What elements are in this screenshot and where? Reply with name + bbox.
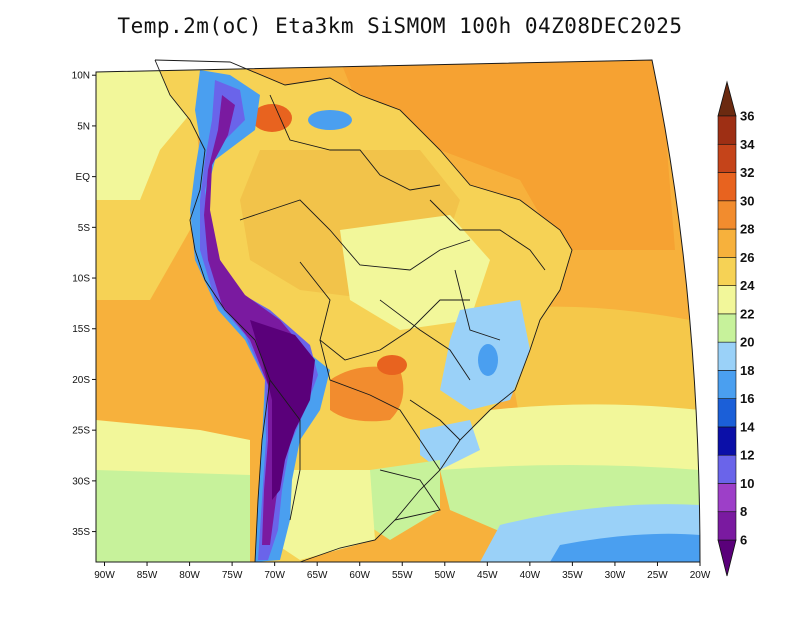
lon-label: 20W <box>690 570 711 581</box>
lat-label: 10N <box>72 71 90 82</box>
colorbar-label: 10 <box>740 476 754 491</box>
colorbar-label: 32 <box>740 165 754 180</box>
colorbar-segment <box>717 426 737 456</box>
pampas-layer <box>270 470 375 560</box>
lon-label: 45W <box>477 570 498 581</box>
lon-label: 60W <box>349 570 370 581</box>
border-bahia <box>454 269 501 341</box>
colorbar-label: 6 <box>740 533 747 548</box>
lat-label: 30S <box>72 476 90 487</box>
pacific-coastline <box>154 59 271 563</box>
colorbar-segment <box>717 143 737 173</box>
colorbar-segment <box>717 115 737 145</box>
map-title: Temp.2m(oC) Eta3km SiSMOM 100h 04Z08DEC2… <box>117 14 683 38</box>
atlantic-coldest-layer <box>550 533 700 562</box>
longitude-axis: 90W 85W 80W 75W 70W 65W 60W 55W 50W 45W 40W 35W 30W 2… <box>94 562 711 581</box>
colorbar-label: 26 <box>740 250 754 265</box>
colorbar-segment <box>717 257 737 286</box>
border-paraguay <box>319 339 441 471</box>
colorbar-label: 12 <box>740 448 754 463</box>
lon-label: 65W <box>307 570 328 581</box>
lat-label: 5S <box>78 223 91 234</box>
colorbar-label: 30 <box>740 193 754 208</box>
lon-label: 35W <box>562 570 583 581</box>
central-brazil-layer <box>340 215 490 330</box>
colorbar-label: 20 <box>740 335 754 350</box>
colorbar-label: 8 <box>740 504 747 519</box>
guiana-highlands-cool-spot <box>308 110 352 130</box>
lon-label: 85W <box>137 570 158 581</box>
colorbar-max-arrow <box>717 80 737 117</box>
colorbar-segment <box>717 172 737 202</box>
serra-do-mar-cool <box>420 420 480 470</box>
lon-label: 50W <box>435 570 456 581</box>
lon-label: 30W <box>605 570 626 581</box>
border-goias <box>379 299 471 381</box>
colorbar-segment <box>717 313 737 343</box>
lat-label: EQ <box>76 172 91 183</box>
espinhaco-cool-spot <box>478 344 498 376</box>
border-bolivia <box>299 261 470 361</box>
colorbar-label: 18 <box>740 363 754 378</box>
pacific-south-cooler-layer <box>96 470 250 562</box>
altiplano-coldest <box>250 320 315 500</box>
lat-label: 35S <box>72 527 90 538</box>
colorbar-segment <box>717 228 737 258</box>
latitude-axis: 10N 5N EQ 5S 10S 15S 20S 25S 30S 35S <box>72 71 96 538</box>
colorbar: 6 8 10 12 14 16 18 20 22 24 26 28 30 32 34 36 <box>717 80 755 577</box>
colorbar-segment <box>717 483 737 513</box>
atlantic-mid-layer <box>500 306 700 430</box>
colorbar-label: 36 <box>740 109 754 124</box>
lon-label: 75W <box>222 570 243 581</box>
lat-label: 5N <box>77 121 90 132</box>
atlantic-coastline <box>154 59 573 563</box>
lon-label: 80W <box>179 570 200 581</box>
temperature-field <box>96 60 700 562</box>
colorbar-segment <box>717 398 737 428</box>
domain-frame <box>95 59 701 563</box>
country-boundaries <box>154 59 573 563</box>
lat-label: 15S <box>72 324 90 335</box>
lon-label: 55W <box>392 570 413 581</box>
colorbar-label: 22 <box>740 306 754 321</box>
border-uruguay <box>379 469 441 521</box>
colorbar-label: 24 <box>740 278 755 293</box>
chaco-hot-core <box>377 355 407 375</box>
lat-label: 25S <box>72 426 90 437</box>
lon-label: 90W <box>94 570 115 581</box>
border-amazon <box>239 199 471 271</box>
colorbar-label: 14 <box>740 419 755 434</box>
colorbar-label: 16 <box>740 391 754 406</box>
lon-label: 70W <box>264 570 285 581</box>
colorbar-segment <box>717 200 737 230</box>
border-ne-states <box>429 199 546 271</box>
border-chile-argentina <box>269 379 301 521</box>
lat-label: 10S <box>72 274 90 285</box>
colorbar-min-arrow <box>717 539 737 577</box>
lat-label: 20S <box>72 375 90 386</box>
border-sp <box>409 399 461 441</box>
venezuela-hot-spot <box>252 104 292 132</box>
colorbar-segment <box>717 454 737 484</box>
colorbar-segment <box>717 341 737 371</box>
lon-label: 40W <box>520 570 541 581</box>
colorbar-label: 34 <box>740 137 755 152</box>
colorbar-segment <box>717 285 737 315</box>
colorbar-segment <box>717 511 737 541</box>
atlantic-warm-layer <box>340 60 675 250</box>
lon-label: 25W <box>647 570 668 581</box>
colorbar-segment <box>717 370 737 399</box>
colorbar-label: 28 <box>740 222 754 237</box>
border-north <box>269 94 441 191</box>
